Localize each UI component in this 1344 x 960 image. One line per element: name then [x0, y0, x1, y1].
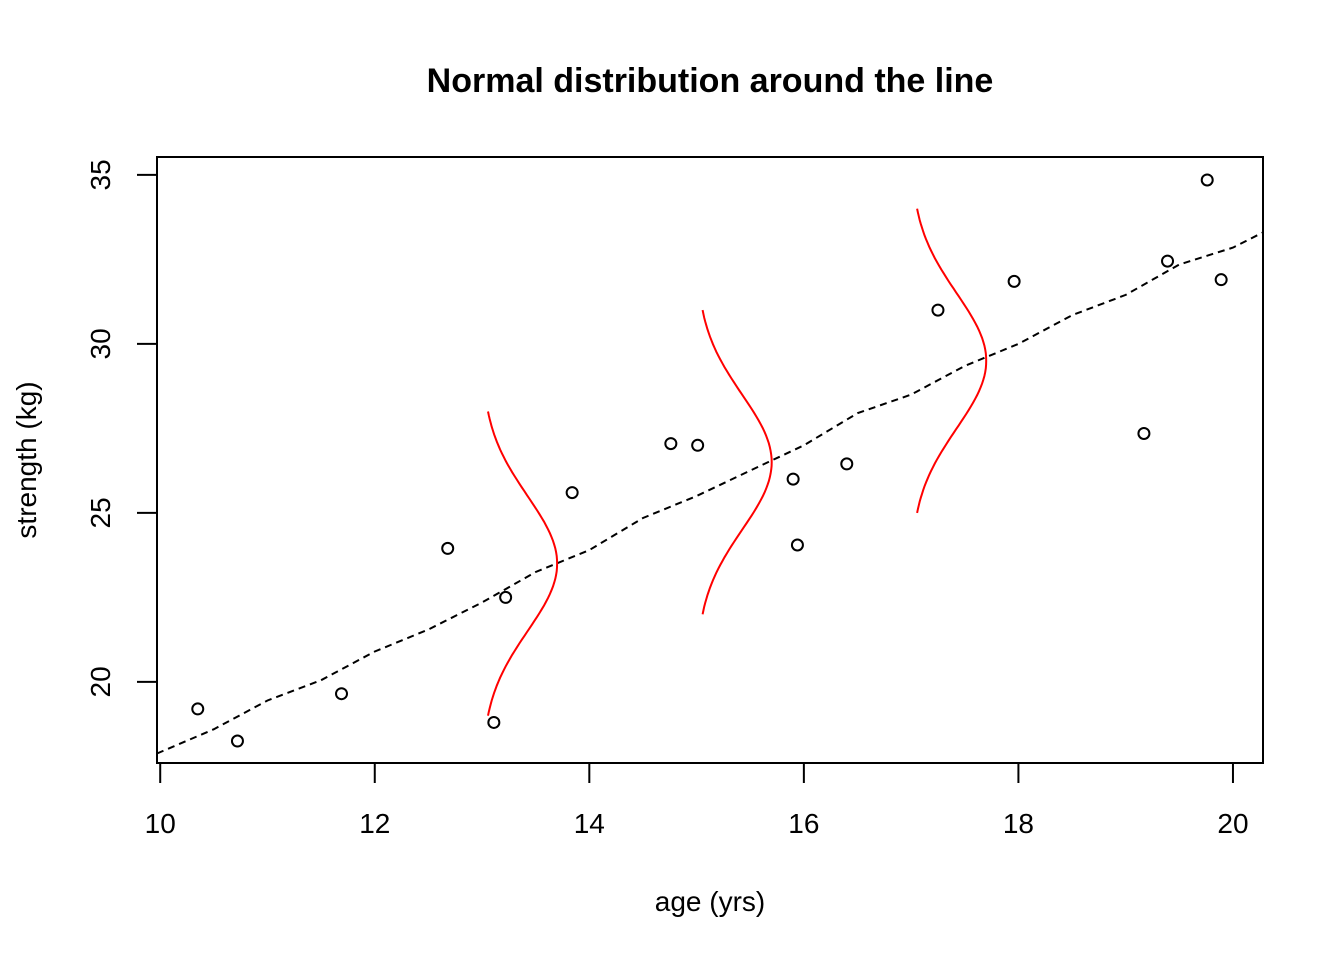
density-curve [916, 208, 988, 514]
y-tick-label: 35 [85, 159, 116, 190]
data-point [565, 486, 579, 500]
data-point [1200, 173, 1214, 187]
density-curve [487, 411, 559, 716]
data-point [1137, 426, 1151, 440]
x-tick-label: 14 [574, 808, 605, 839]
x-tick-label: 12 [359, 808, 390, 839]
x-axis-label: age (yrs) [655, 886, 765, 917]
data-point [230, 734, 244, 748]
data-point [441, 541, 455, 555]
x-tick-label: 18 [1003, 808, 1034, 839]
data-point [691, 438, 705, 452]
data-point [931, 303, 945, 317]
data-point [1161, 254, 1175, 268]
data-point [790, 538, 804, 552]
plot-frame [156, 156, 1264, 764]
x-tick-label: 16 [788, 808, 819, 839]
data-point [786, 472, 800, 486]
y-tick-label: 20 [85, 666, 116, 697]
density-curve [701, 309, 773, 615]
density-curves-layer [487, 208, 988, 716]
data-points-layer [191, 173, 1228, 748]
trend-line [156, 231, 1264, 755]
data-point [499, 590, 513, 604]
x-tick-label: 10 [145, 808, 176, 839]
data-point [191, 702, 205, 716]
y-tick-label: 25 [85, 497, 116, 528]
data-point [840, 457, 854, 471]
data-point [335, 687, 349, 701]
data-point [487, 715, 501, 729]
x-axis: 10 12 14 16 18 20 [145, 762, 1249, 839]
y-tick-label: 30 [85, 328, 116, 359]
data-point [1007, 274, 1021, 288]
data-point [1214, 273, 1228, 287]
trend-line-layer [156, 231, 1264, 755]
y-axis-label: strength (kg) [11, 381, 42, 538]
data-point [664, 437, 678, 451]
y-axis: 20 25 30 35 [85, 159, 158, 697]
x-tick-label: 20 [1217, 808, 1248, 839]
chart-title: Normal distribution around the line [427, 62, 994, 100]
